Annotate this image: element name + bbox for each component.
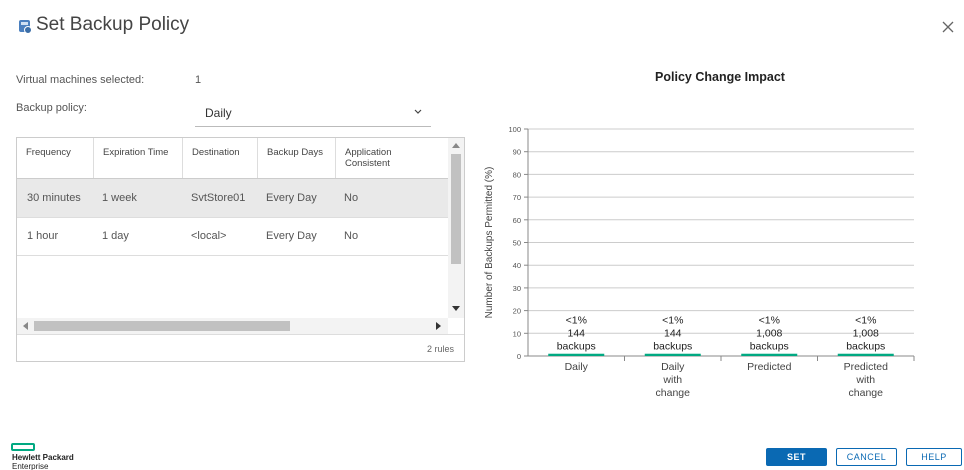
- column-header-frequency[interactable]: Frequency: [26, 147, 71, 158]
- chevron-down-icon: [414, 109, 422, 114]
- data-label: backups: [557, 341, 596, 353]
- x-tick-label: with: [662, 374, 682, 386]
- data-label: backups: [653, 341, 692, 353]
- y-tick-label: 0: [517, 352, 521, 361]
- rules-grid: Frequency Expiration Time Destination Ba…: [16, 137, 465, 362]
- vm-selected-label: Virtual machines selected:: [16, 74, 145, 86]
- y-axis-label: Number of Backups Permitted (%): [484, 167, 495, 319]
- data-label: <1%: [759, 315, 780, 327]
- data-label: 1,008: [756, 328, 782, 340]
- column-header-application-consistent[interactable]: Application Consistent: [335, 138, 417, 178]
- data-label: backups: [846, 341, 885, 353]
- chart-title: Policy Change Impact: [655, 70, 785, 84]
- scroll-down-icon[interactable]: [452, 306, 460, 312]
- y-tick-label: 50: [513, 239, 521, 248]
- rule-count: 2 rules: [426, 344, 454, 354]
- y-tick-label: 40: [513, 261, 521, 270]
- policy-impact-chart: 0 10 20 30 40 50 60 70 80 90 100 Number of Backups …: [484, 125, 915, 399]
- set-button[interactable]: SET: [766, 448, 827, 466]
- help-button[interactable]: HELP: [906, 448, 962, 466]
- bar: [644, 353, 701, 356]
- close-icon[interactable]: [938, 17, 958, 37]
- column-header-destination[interactable]: Destination: [182, 138, 257, 178]
- cell-expiration-time: 1 day: [102, 230, 129, 242]
- scroll-left-icon[interactable]: [22, 322, 28, 330]
- grid-header: Frequency Expiration Time Destination Ba…: [17, 138, 448, 179]
- data-label: <1%: [662, 315, 683, 327]
- cell-frequency: 30 minutes: [27, 192, 81, 204]
- x-tick-label: with: [855, 374, 875, 386]
- scroll-up-icon[interactable]: [452, 142, 460, 148]
- y-tick-label: 100: [508, 125, 521, 134]
- x-tick-label: change: [849, 387, 884, 399]
- y-tick-label: 90: [513, 148, 521, 157]
- cell-expiration-time: 1 week: [102, 192, 137, 204]
- data-label: <1%: [566, 315, 587, 327]
- table-row[interactable]: 1 hour 1 day <local> Every Day No: [17, 217, 448, 256]
- cell-application-consistent: No: [344, 192, 359, 204]
- data-label: 144: [567, 328, 585, 340]
- backup-policy-icon: [19, 20, 32, 34]
- scroll-right-icon[interactable]: [436, 322, 442, 330]
- bar: [548, 353, 605, 356]
- vm-selected-value: 1: [195, 74, 202, 86]
- bar: [837, 353, 894, 356]
- column-header-expiration-time[interactable]: Expiration Time: [93, 138, 182, 178]
- grid-footer: 2 rules: [17, 334, 464, 361]
- data-label: 144: [664, 328, 682, 340]
- dialog-title: Set Backup Policy: [36, 14, 190, 35]
- y-tick-label: 10: [513, 329, 521, 338]
- cell-frequency: 1 hour: [27, 230, 59, 242]
- cell-destination: SvtStore01: [191, 192, 246, 204]
- x-tick-label: change: [656, 387, 691, 399]
- cell-destination: <local>: [191, 230, 227, 242]
- brand-line1: Hewlett Packard: [12, 453, 74, 462]
- y-tick-label: 20: [513, 307, 521, 316]
- hpe-logo: Hewlett Packard Enterprise: [11, 443, 74, 470]
- data-label: 1,008: [853, 328, 879, 340]
- x-tick-label: Predicted: [844, 361, 889, 373]
- cell-application-consistent: No: [344, 230, 359, 242]
- y-tick-label: 60: [513, 216, 521, 225]
- horizontal-scrollbar[interactable]: [17, 318, 448, 334]
- column-header-backup-days[interactable]: Backup Days: [257, 138, 335, 178]
- cell-backup-days: Every Day: [266, 230, 317, 242]
- backup-policy-label: Backup policy:: [16, 102, 87, 114]
- vertical-scroll-thumb[interactable]: [451, 154, 461, 264]
- vertical-scrollbar[interactable]: [448, 138, 464, 318]
- data-label: backups: [750, 341, 789, 353]
- y-tick-label: 80: [513, 170, 521, 179]
- backup-policy-value: Daily: [205, 106, 232, 120]
- y-tick-label: 70: [513, 193, 521, 202]
- x-tick-label: Daily: [565, 361, 589, 373]
- brand-line2: Enterprise: [12, 462, 49, 470]
- bar: [741, 353, 798, 356]
- x-tick-label: Daily: [661, 361, 685, 373]
- cell-backup-days: Every Day: [266, 192, 317, 204]
- cancel-button[interactable]: CANCEL: [836, 448, 897, 466]
- y-tick-label: 30: [513, 284, 521, 293]
- backup-policy-select[interactable]: Daily: [195, 98, 431, 127]
- horizontal-scroll-thumb[interactable]: [34, 321, 290, 331]
- table-row[interactable]: 30 minutes 1 week SvtStore01 Every Day N…: [17, 179, 448, 218]
- data-label: <1%: [855, 315, 876, 327]
- x-tick-label: Predicted: [747, 361, 792, 373]
